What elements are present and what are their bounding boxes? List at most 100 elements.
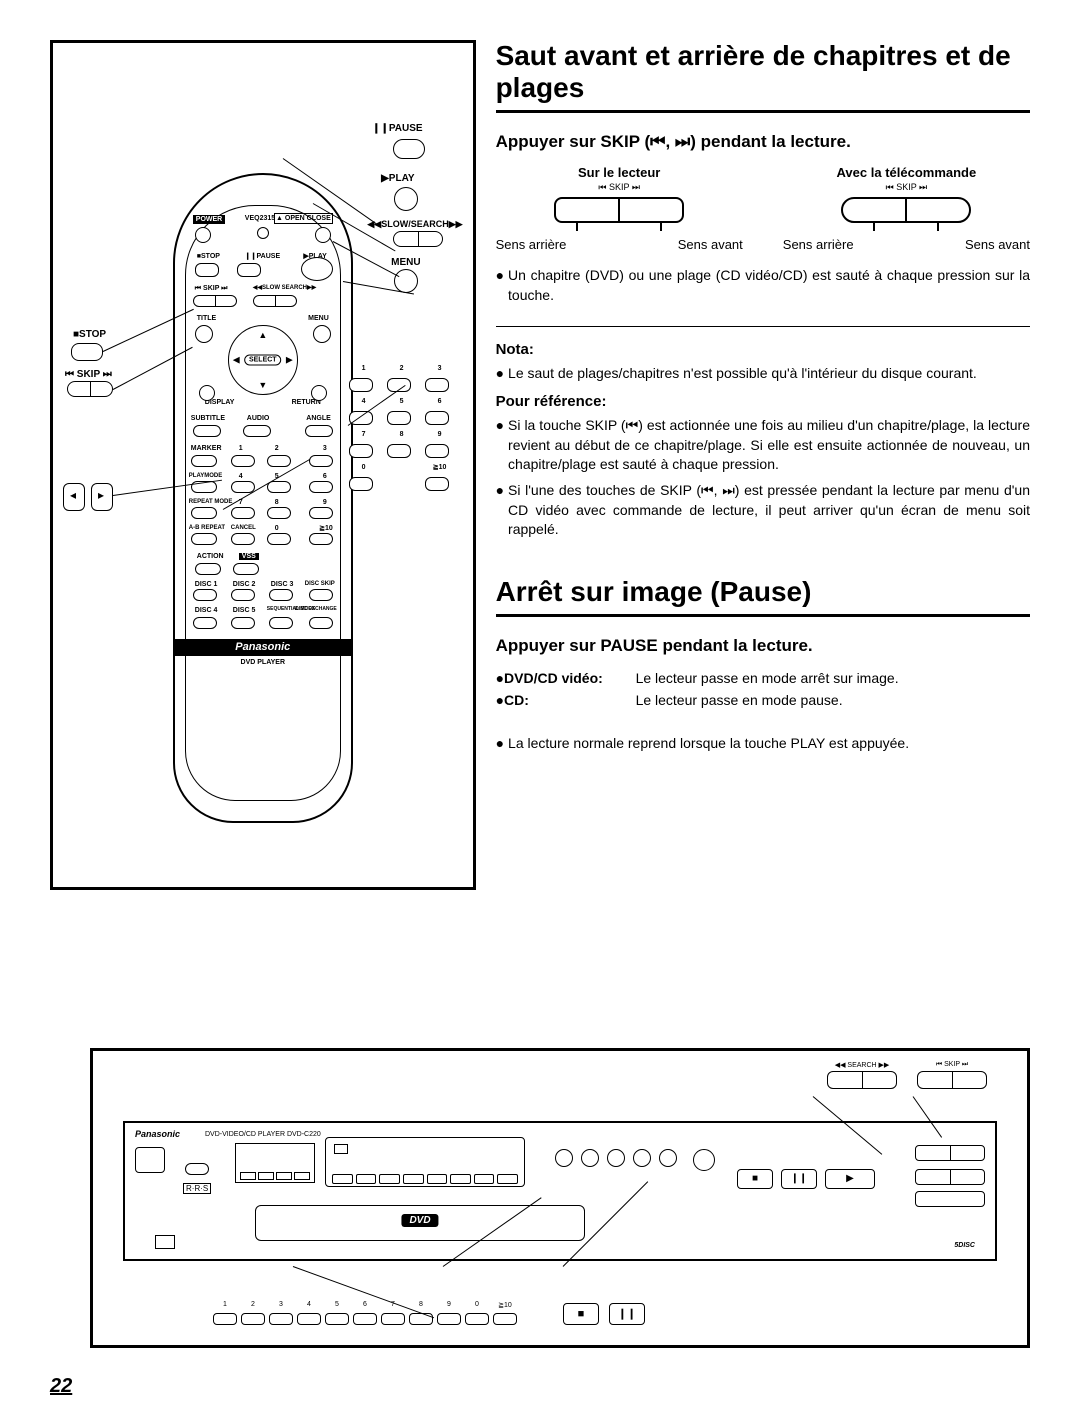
menu-label: MENU	[308, 315, 329, 322]
player-skip-icons: ⏮ SKIP ⏭	[496, 182, 743, 193]
player-right-skip	[915, 1145, 985, 1161]
player-right-btn3	[915, 1191, 985, 1207]
ref-heading: Pour référence:	[496, 393, 1030, 410]
player-power	[135, 1147, 165, 1173]
player-brand: Panasonic	[135, 1129, 180, 1139]
num3-label: 3	[323, 445, 327, 452]
playmode-label: PLAYMODE	[189, 473, 222, 479]
action-button	[195, 563, 221, 575]
skip-button	[193, 295, 237, 307]
player-skip-callout-btn	[917, 1071, 987, 1089]
remote-diagram: ❙❙PAUSE ▶PLAY ◀◀SLOW/SEARCH▶▶ MENU ■STOP…	[50, 40, 476, 890]
callout-menu-label: MENU	[391, 257, 420, 268]
cancel-label: CANCEL	[231, 525, 256, 531]
search-label: ◀◀SLOW SEARCH▶▶	[253, 285, 316, 291]
angle-button	[305, 425, 333, 437]
disc1-button	[193, 589, 217, 601]
display-button	[199, 385, 215, 401]
angle-label: ANGLE	[306, 415, 331, 422]
open-button	[315, 227, 331, 243]
callout-skip-button	[67, 381, 113, 397]
numpad-callout: 1 2 3 4 5 6 7 8 9	[349, 365, 455, 491]
skip-diagram: Sur le lecteur ⏮ SKIP ⏭ Sens arrière Sen…	[496, 165, 1030, 252]
led-indicator	[257, 227, 269, 239]
num9-label: 9	[323, 499, 327, 506]
page-number: 22	[50, 1375, 72, 1398]
remote-back-label: Sens arrière	[783, 237, 854, 252]
audio-button	[243, 425, 271, 437]
stop-label: ■STOP	[197, 253, 220, 260]
callout-play-button	[394, 187, 418, 211]
callout-pause-button	[393, 139, 425, 159]
num9-button	[309, 507, 333, 519]
callout-pause-label: ❙❙PAUSE	[372, 123, 422, 134]
marker-button	[191, 455, 217, 467]
callout-search-button	[393, 231, 443, 247]
remote-skip-icons: ⏮ SKIP ⏭	[783, 182, 1030, 193]
disc3-button	[269, 589, 293, 601]
repeatmode-button	[191, 507, 217, 519]
player-search-callout: ◀◀ SEARCH ▶▶	[827, 1061, 897, 1069]
five-disc-label: 5DISC	[954, 1242, 975, 1249]
discex-label: DISC EXCHANGE	[295, 607, 337, 612]
callout-stop-label: ■STOP	[73, 329, 106, 340]
brand-label: Panasonic	[175, 639, 351, 656]
player-num-buttons	[213, 1313, 517, 1325]
num6-label: 6	[323, 473, 327, 480]
player-right-search	[915, 1169, 985, 1185]
num2-button	[267, 455, 291, 467]
num0-label: 0	[275, 525, 279, 532]
player-tray: DVD	[255, 1205, 585, 1241]
discskip-button	[309, 589, 333, 601]
section2-title: Arrêt sur image (Pause)	[496, 576, 1030, 608]
marker-label: MARKER	[191, 445, 222, 452]
num6-button	[309, 481, 333, 493]
disc4-label: DISC 4	[195, 607, 218, 614]
audio-label: AUDIO	[247, 415, 270, 422]
disc4-button	[193, 617, 217, 629]
cd-def-row: ●CD: Le lecteur passe en mode pause.	[496, 691, 1030, 711]
callout-skip-label: ⏮ SKIP ⏭	[65, 369, 112, 380]
dvd-def-row: ●DVD/CD vidéo: Le lecteur passe en mode …	[496, 669, 1030, 689]
remote-fwd-label: Sens avant	[965, 237, 1030, 252]
section1-title: Saut avant et arrière de chapitres et de…	[496, 40, 1030, 104]
num4-label: 4	[239, 473, 243, 480]
veq-label: VEQ2315	[245, 215, 275, 222]
num3-button	[309, 455, 333, 467]
section1-bullet1: ●Un chapitre (DVD) ou une plage (CD vidé…	[496, 266, 1030, 305]
num2-label: 2	[275, 445, 279, 452]
player-indicator	[235, 1143, 315, 1183]
remote-skip-button	[841, 197, 971, 223]
disc2-label: DISC 2	[233, 581, 256, 588]
callout-left-button: ◂	[63, 483, 85, 511]
remote-diag-title: Avec la télécommande	[783, 165, 1030, 180]
player-search-callout-btn	[827, 1071, 897, 1089]
player-disc-buttons	[555, 1149, 715, 1171]
player-fwd-label: Sens avant	[678, 237, 743, 252]
pause-label: ❙❙PAUSE	[245, 253, 280, 260]
disc5-button	[231, 617, 255, 629]
callout-play-label: ▶PLAY	[381, 173, 414, 184]
callout-stop-button	[71, 343, 103, 361]
callout-menu-button	[394, 269, 418, 293]
num8-label: 8	[275, 499, 279, 506]
disc5-label: DISC 5	[233, 607, 256, 614]
ref-bullet2: ●Si l'une des touches de SKIP (⏮, ⏭) est…	[496, 481, 1030, 540]
player-diagram: ◀◀ SEARCH ▶▶ ⏮ SKIP ⏭ Panasonic DVD-VIDE…	[90, 1048, 1030, 1348]
discskip-label: DISC SKIP	[305, 581, 335, 587]
num10-label: ≧10	[319, 525, 333, 532]
resume-bullet: ●La lecture normale reprend lorsque la t…	[496, 734, 1030, 754]
abrepeat-label: A-B REPEAT	[189, 525, 225, 531]
player-transport: ■ ❙❙ ▶	[737, 1169, 875, 1189]
discex-button	[309, 617, 333, 629]
power-label: POWER	[193, 215, 225, 224]
nav-ring: ▲ ▼ ◀ ▶ SELECT	[228, 325, 298, 395]
remote-body: POWER VEQ2315 ▲ OPEN CLOSE ■STOP ❙❙PAUSE…	[173, 173, 353, 823]
search-button	[253, 295, 297, 307]
section1-instruction: Appuyer sur SKIP (⏮, ⏭) pendant la lectu…	[496, 131, 1030, 153]
vss-button	[233, 563, 259, 575]
num5-button	[267, 481, 291, 493]
power-button	[195, 227, 211, 243]
subtitle-label: SUBTITLE	[191, 415, 225, 422]
select-button: SELECT	[244, 355, 282, 366]
